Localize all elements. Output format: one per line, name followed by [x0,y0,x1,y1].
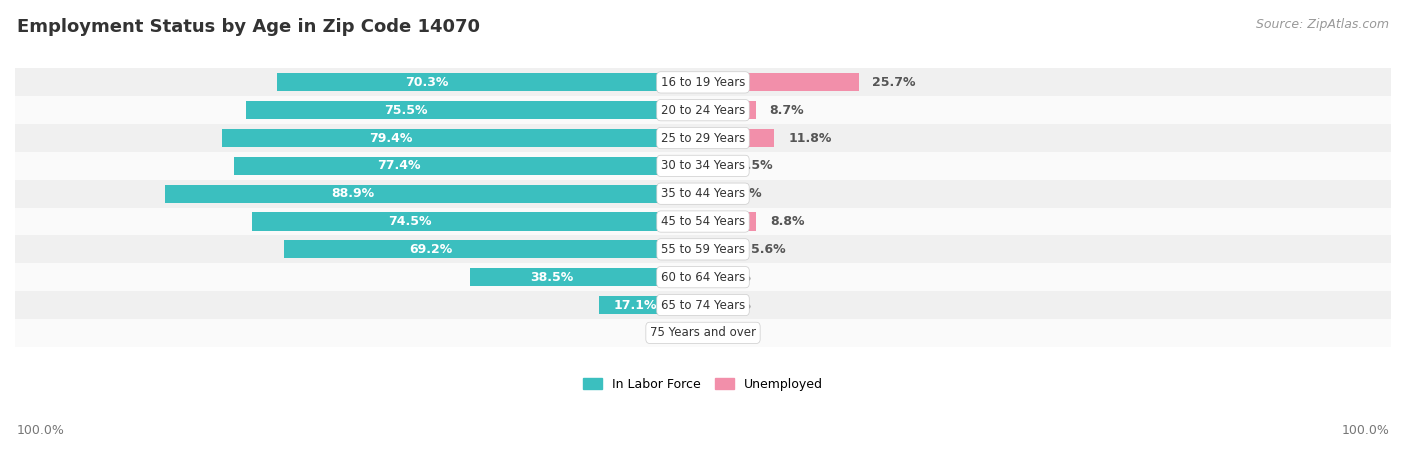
Text: 65 to 74 Years: 65 to 74 Years [661,299,745,312]
Text: 55 to 59 Years: 55 to 59 Years [661,243,745,256]
Bar [703,101,755,119]
Bar [277,74,703,92]
Text: 79.4%: 79.4% [368,132,412,144]
Text: 17.1%: 17.1% [614,299,658,312]
Text: 0.0%: 0.0% [717,271,752,284]
Text: Employment Status by Age in Zip Code 14070: Employment Status by Age in Zip Code 140… [17,18,479,36]
Text: 0.0%: 0.0% [717,327,752,339]
Text: 75 Years and over: 75 Years and over [650,327,756,339]
Text: 1.0%: 1.0% [652,327,686,339]
Bar [15,319,1391,347]
Bar [222,129,703,147]
Bar [703,240,737,258]
Text: 60 to 64 Years: 60 to 64 Years [661,271,745,284]
Bar [165,184,703,203]
Bar [284,240,703,258]
Bar [15,152,1391,180]
Text: 88.9%: 88.9% [332,187,375,200]
Text: 5.6%: 5.6% [751,243,786,256]
Bar [15,180,1391,207]
Bar [470,268,703,286]
Text: 25 to 29 Years: 25 to 29 Years [661,132,745,144]
Text: 3.5%: 3.5% [738,159,772,172]
Text: 74.5%: 74.5% [388,215,432,228]
Bar [15,207,1391,235]
Bar [15,69,1391,96]
Bar [252,212,703,230]
Text: 0.0%: 0.0% [717,299,752,312]
Text: 11.8%: 11.8% [789,132,831,144]
Text: 8.7%: 8.7% [769,104,804,117]
Bar [703,129,775,147]
Text: 25.7%: 25.7% [872,76,915,89]
Bar [599,296,703,314]
Text: 16 to 19 Years: 16 to 19 Years [661,76,745,89]
Text: 30 to 34 Years: 30 to 34 Years [661,159,745,172]
Bar [15,291,1391,319]
Bar [703,74,859,92]
Text: 38.5%: 38.5% [530,271,574,284]
Bar [703,212,756,230]
Text: 100.0%: 100.0% [1341,424,1389,437]
Bar [703,157,724,175]
Text: 70.3%: 70.3% [405,76,449,89]
Bar [15,263,1391,291]
Bar [15,124,1391,152]
Text: 69.2%: 69.2% [409,243,453,256]
Text: 45 to 54 Years: 45 to 54 Years [661,215,745,228]
Text: 35 to 44 Years: 35 to 44 Years [661,187,745,200]
Bar [246,101,703,119]
Legend: In Labor Force, Unemployed: In Labor Force, Unemployed [578,373,828,396]
Text: 75.5%: 75.5% [384,104,427,117]
Text: 20 to 24 Years: 20 to 24 Years [661,104,745,117]
Text: 8.8%: 8.8% [770,215,804,228]
Text: 77.4%: 77.4% [377,159,420,172]
Bar [697,324,703,342]
Text: 100.0%: 100.0% [17,424,65,437]
Text: 1.8%: 1.8% [728,187,762,200]
Bar [703,184,714,203]
Text: Source: ZipAtlas.com: Source: ZipAtlas.com [1256,18,1389,31]
Bar [15,235,1391,263]
Bar [235,157,703,175]
Bar [15,96,1391,124]
